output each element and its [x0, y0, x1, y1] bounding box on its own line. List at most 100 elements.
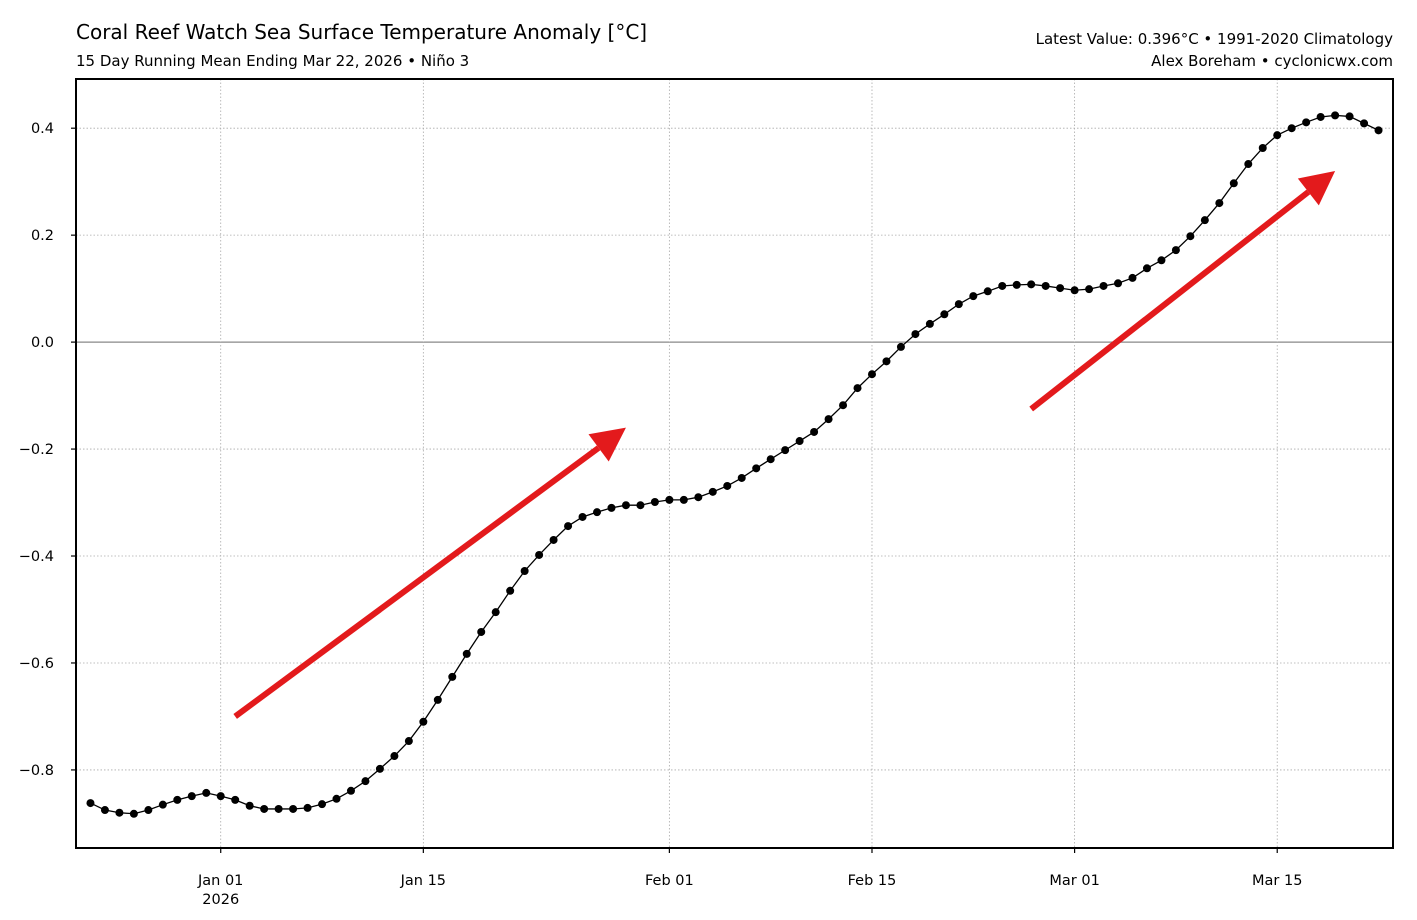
data-point	[607, 503, 616, 512]
data-point	[1302, 118, 1311, 127]
data-point	[896, 342, 905, 351]
author-credit: Alex Boreham • cyclonicwx.com	[1151, 52, 1393, 70]
data-point	[810, 427, 819, 436]
data-point	[824, 415, 833, 424]
data-point	[361, 777, 370, 786]
data-point	[1316, 112, 1325, 121]
data-point	[621, 501, 630, 510]
data-point	[318, 800, 327, 809]
y-tick-label: −0.6	[19, 656, 54, 672]
data-point	[737, 473, 746, 482]
trend-arrow-shaft	[233, 445, 601, 719]
trend-arrow-head	[1297, 170, 1336, 206]
data-point	[1142, 264, 1151, 273]
data-point	[1099, 281, 1108, 290]
data-point	[520, 566, 529, 575]
data-point	[433, 695, 442, 704]
data-point	[998, 281, 1007, 290]
data-point	[1374, 126, 1383, 135]
y-tick-label: −0.2	[19, 442, 54, 458]
data-point	[1244, 160, 1253, 169]
data-point	[752, 464, 761, 473]
data-point	[535, 550, 544, 559]
data-point	[144, 806, 153, 815]
data-point	[506, 586, 515, 595]
data-point	[679, 495, 688, 504]
data-point	[404, 737, 413, 746]
data-point	[346, 786, 355, 795]
y-tick-label: 0.2	[31, 228, 54, 244]
data-point	[289, 804, 298, 813]
chart-title: Coral Reef Watch Sea Surface Temperature…	[76, 20, 647, 44]
data-point	[1345, 112, 1354, 121]
data-point	[231, 795, 240, 804]
data-point	[1027, 280, 1036, 289]
x-tick-label: Jan 15	[400, 873, 446, 889]
series-line	[86, 111, 1383, 818]
x-tick-sublabel: 2026	[202, 892, 239, 908]
data-point	[419, 717, 428, 726]
data-point	[1041, 281, 1050, 290]
data-point	[795, 437, 804, 446]
axis-ticks: −0.8 −0.6 −0.4 −0.2 0.0 0.2 0.4 Jan 01 2026 Jan 1…	[19, 121, 1303, 908]
data-point	[578, 512, 587, 521]
data-point	[448, 672, 457, 681]
data-point	[940, 310, 949, 319]
data-point	[636, 501, 645, 510]
grid	[76, 79, 1393, 848]
data-point	[1186, 232, 1195, 241]
data-point	[216, 792, 225, 801]
y-tick-label: −0.4	[19, 549, 54, 565]
data-point	[694, 493, 703, 502]
data-point	[1200, 216, 1209, 225]
data-point	[911, 330, 920, 339]
data-point	[245, 801, 254, 810]
data-point	[969, 292, 978, 301]
data-point	[781, 446, 790, 455]
data-point	[491, 608, 500, 617]
data-point	[1360, 119, 1369, 128]
annotations	[233, 170, 1336, 719]
data-point	[1157, 256, 1166, 265]
x-tick-label: Feb 01	[645, 873, 694, 889]
data-point	[564, 522, 573, 531]
trend-arrow-head	[588, 427, 626, 462]
data-point	[100, 806, 109, 815]
data-point	[1085, 285, 1094, 294]
y-tick-label: 0.4	[31, 121, 54, 137]
data-point	[1287, 124, 1296, 133]
data-point	[853, 384, 862, 393]
data-point	[549, 535, 558, 544]
data-point	[650, 498, 659, 507]
data-point	[1012, 280, 1021, 289]
data-point	[477, 627, 486, 636]
data-point	[708, 487, 717, 496]
data-point	[925, 319, 934, 328]
data-point	[954, 300, 963, 309]
data-point	[115, 808, 124, 817]
data-point	[462, 649, 471, 658]
data-point	[86, 799, 95, 808]
data-point	[375, 764, 384, 773]
data-point	[158, 800, 167, 809]
data-point	[593, 508, 602, 517]
data-point	[839, 401, 848, 410]
data-point	[1128, 273, 1137, 282]
data-point	[1258, 143, 1267, 152]
data-point	[766, 455, 775, 464]
data-point	[173, 795, 182, 804]
x-tick-label: Jan 01	[197, 873, 243, 889]
data-point	[274, 804, 283, 813]
x-tick-label: Mar 01	[1049, 873, 1099, 889]
data-point	[1070, 286, 1079, 295]
data-point	[723, 481, 732, 490]
data-point	[983, 287, 992, 296]
data-point	[1331, 111, 1340, 120]
data-point	[1056, 284, 1065, 293]
data-point	[303, 803, 312, 812]
y-tick-label: 0.0	[31, 335, 54, 351]
data-point	[187, 792, 196, 801]
data-point	[882, 357, 891, 366]
x-tick-label: Feb 15	[848, 873, 897, 889]
